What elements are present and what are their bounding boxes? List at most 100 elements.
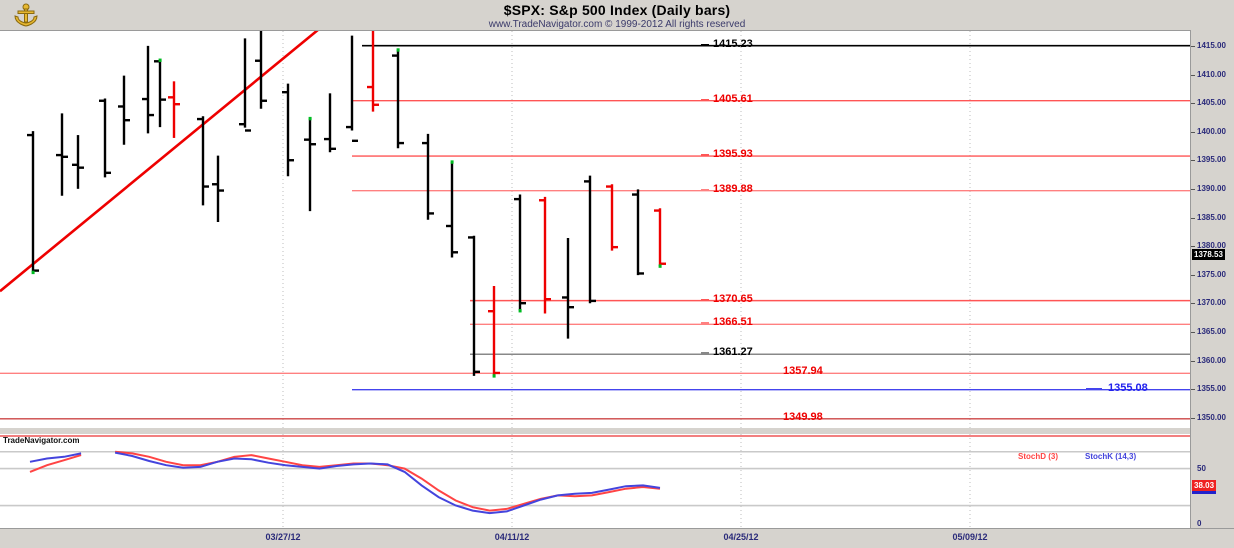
ohlc-bar[interactable] bbox=[422, 133, 434, 220]
ohlc-bar[interactable] bbox=[118, 75, 130, 145]
price-chart-panel[interactable] bbox=[0, 30, 1190, 429]
stoch-k-legend: StochK (14,3) bbox=[1085, 452, 1137, 461]
stoch-axis-tick: 50 bbox=[1197, 463, 1206, 473]
ohlc-bar[interactable] bbox=[168, 81, 180, 138]
ohlc-bar[interactable] bbox=[468, 235, 480, 376]
ohlc-bar[interactable] bbox=[197, 116, 209, 206]
price-axis-tick: 1380.00 bbox=[1197, 241, 1226, 251]
copyright-subtitle: www.TradeNavigator.com © 1999-2012 All r… bbox=[488, 19, 746, 30]
price-axis-tick: 1370.00 bbox=[1197, 298, 1226, 308]
price-axis-tickmark bbox=[1191, 103, 1195, 105]
price-axis-tickmark bbox=[1191, 246, 1195, 248]
bar-marker bbox=[658, 264, 662, 268]
price-chart-svg bbox=[0, 31, 1190, 429]
ohlc-bar[interactable] bbox=[239, 38, 251, 132]
price-level-label: 1415.23 bbox=[713, 37, 753, 50]
price-axis-tick: 1405.00 bbox=[1197, 98, 1226, 108]
price-axis-tick: 1360.00 bbox=[1197, 355, 1226, 365]
bar-marker bbox=[518, 309, 522, 313]
ohlc-bar[interactable] bbox=[255, 31, 267, 109]
ohlc-bar[interactable] bbox=[142, 45, 154, 134]
price-level-label: 1357.94 bbox=[783, 365, 823, 378]
page-title: $SPX: S&p 500 Index (Daily bars) bbox=[503, 2, 731, 18]
ohlc-bar[interactable] bbox=[392, 49, 404, 149]
price-axis-tick: 1410.00 bbox=[1197, 69, 1226, 79]
price-level-dash bbox=[701, 43, 709, 46]
ohlc-bar[interactable] bbox=[324, 93, 336, 153]
ohlc-bar[interactable] bbox=[304, 118, 316, 212]
date-axis-tick: 04/25/12 bbox=[723, 532, 759, 542]
bar-marker bbox=[158, 58, 162, 62]
ohlc-bar[interactable] bbox=[27, 131, 39, 273]
price-axis-tickmark bbox=[1191, 188, 1195, 190]
price-axis-tickmark bbox=[1191, 46, 1195, 47]
ohlc-bar[interactable] bbox=[488, 286, 500, 376]
ohlc-bar[interactable] bbox=[446, 161, 458, 258]
watermark-label: TradeNavigator.com bbox=[3, 436, 80, 445]
bar-marker bbox=[492, 374, 496, 378]
price-level-label: 1395.93 bbox=[713, 148, 753, 161]
stoch-value-badge: 38.03 bbox=[1192, 479, 1217, 494]
price-axis: 1415.00 1410.00 1405.00 1400.00 1395.00 1390.… bbox=[1190, 30, 1234, 528]
stochastic-panel[interactable] bbox=[0, 434, 1190, 528]
price-axis-tick: 1390.00 bbox=[1197, 183, 1226, 193]
ohlc-bar[interactable] bbox=[539, 196, 551, 314]
ohlc-bar[interactable] bbox=[562, 238, 574, 339]
bar-marker bbox=[308, 116, 312, 121]
ohlc-bar[interactable] bbox=[99, 98, 111, 178]
last-price-badge: 1378.53 bbox=[1192, 248, 1225, 260]
stoch-d-legend: StochD (3) bbox=[1018, 452, 1058, 461]
price-axis-tickmark bbox=[1191, 74, 1195, 76]
price-axis-tick: 1400.00 bbox=[1197, 126, 1226, 136]
stoch-line[interactable] bbox=[29, 451, 661, 515]
bar-marker bbox=[396, 48, 400, 52]
price-axis-tick: 1355.00 bbox=[1197, 384, 1226, 394]
bar-marker bbox=[450, 160, 454, 164]
ohlc-bar[interactable] bbox=[606, 184, 618, 251]
ohlc-bar[interactable] bbox=[346, 35, 358, 142]
price-level-dash bbox=[1086, 387, 1102, 390]
date-axis-tick: 03/27/12 bbox=[265, 532, 301, 542]
ohlc-bar[interactable] bbox=[154, 60, 166, 128]
price-axis-tick: 1385.00 bbox=[1197, 212, 1226, 222]
trendline[interactable] bbox=[0, 31, 325, 293]
ohlc-bar[interactable] bbox=[282, 83, 294, 177]
date-axis-tick: 04/11/12 bbox=[494, 532, 530, 542]
panel-divider bbox=[0, 428, 1190, 434]
ohlc-bar[interactable] bbox=[632, 189, 644, 276]
price-axis-tick: 1350.00 bbox=[1197, 412, 1226, 422]
price-level-dash bbox=[701, 322, 709, 325]
price-axis-tick: 1375.00 bbox=[1197, 269, 1226, 279]
date-axis-tick: 05/09/12 bbox=[952, 532, 988, 542]
ohlc-bar[interactable] bbox=[212, 155, 224, 222]
price-level-label: 1370.65 bbox=[713, 292, 753, 305]
ohlc-bar[interactable] bbox=[654, 208, 666, 267]
stoch-axis-tick: 0 bbox=[1197, 519, 1202, 528]
anchor-icon bbox=[8, 2, 44, 28]
price-level-label: 1349.98 bbox=[783, 410, 823, 423]
price-axis-tickmark bbox=[1191, 417, 1195, 419]
price-level-dash bbox=[701, 188, 709, 191]
price-axis-tickmark bbox=[1191, 303, 1195, 305]
stoch-line[interactable] bbox=[29, 450, 661, 512]
price-axis-tick: 1415.00 bbox=[1197, 41, 1226, 50]
ohlc-bar[interactable] bbox=[514, 194, 526, 311]
stochastic-svg bbox=[0, 434, 1190, 528]
ohlc-bar[interactable] bbox=[72, 135, 84, 189]
title-bar: $SPX: S&p 500 Index (Daily bars) www.Tra… bbox=[0, 0, 1234, 30]
price-axis-tickmark bbox=[1191, 389, 1195, 391]
price-level-dash bbox=[701, 298, 709, 301]
ohlc-bar[interactable] bbox=[56, 113, 68, 196]
price-axis-tickmark bbox=[1191, 160, 1195, 162]
price-level-label: 1389.88 bbox=[713, 182, 753, 195]
price-level-label: 1355.08 bbox=[1108, 381, 1148, 394]
price-axis-tickmark bbox=[1191, 360, 1195, 362]
price-axis-tick: 1365.00 bbox=[1197, 326, 1226, 336]
price-axis-tick: 1395.00 bbox=[1197, 155, 1226, 165]
ohlc-bar[interactable] bbox=[367, 31, 379, 112]
price-level-label: 1361.27 bbox=[713, 346, 753, 359]
ohlc-bar[interactable] bbox=[584, 175, 596, 304]
date-axis: 03/27/12 04/11/12 04/25/12 05/09/12 bbox=[0, 528, 1234, 548]
price-level-dash bbox=[701, 98, 709, 101]
